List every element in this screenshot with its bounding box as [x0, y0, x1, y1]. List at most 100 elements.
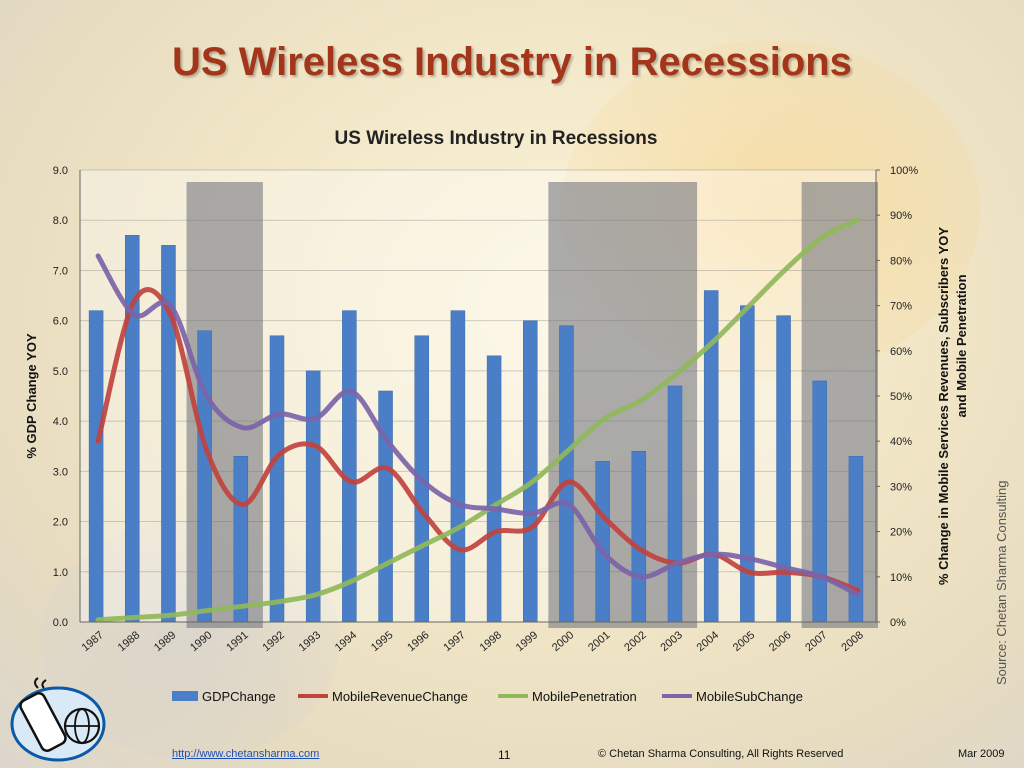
- point-mobilepenetration: [313, 593, 317, 597]
- point-mobilepenetration: [639, 399, 643, 402]
- x-tick-label: 1988: [116, 629, 142, 654]
- x-tick-label: 2002: [622, 629, 648, 654]
- slide-title: US Wireless Industry in Recessions: [172, 40, 852, 84]
- page-number: 11: [498, 748, 511, 762]
- footer-link[interactable]: http://www.chetansharma.com: [172, 748, 320, 760]
- point-mobilesubchange: [675, 562, 679, 565]
- point-mobilepenetration: [856, 218, 860, 221]
- x-tick-label: 2004: [695, 629, 721, 654]
- x-tick-label: 2003: [658, 629, 684, 654]
- legend-swatch-gdpchange: [172, 691, 198, 701]
- point-mobilesubchange: [711, 553, 715, 556]
- left-tick-label: 3.0: [53, 466, 68, 478]
- point-mobilesubchange: [422, 480, 425, 484]
- point-mobilerevenuechange: [531, 525, 534, 529]
- legend-label-mobilerevenuechange: MobileRevenueChange: [332, 689, 468, 704]
- x-tick-label: 1993: [297, 629, 323, 654]
- point-mobilerevenuechange: [494, 530, 498, 533]
- point-mobilepenetration: [603, 417, 606, 420]
- point-mobilerevenuechange: [603, 516, 606, 520]
- bar-gdpchange: [378, 390, 393, 623]
- left-tick-label: 6.0: [53, 316, 68, 328]
- bar-gdpchange: [523, 320, 538, 623]
- point-mobilerevenuechange: [241, 503, 245, 506]
- point-mobilesubchange: [567, 503, 570, 506]
- point-mobilesubchange: [350, 390, 353, 393]
- point-mobilepenetration: [711, 340, 715, 343]
- left-tick-label: 4.0: [53, 416, 68, 428]
- point-mobilepenetration: [458, 525, 462, 529]
- point-mobilepenetration: [494, 503, 498, 506]
- line-mobilepenetration: [95, 217, 861, 623]
- point-mobilepenetration: [96, 618, 100, 621]
- legend-label-gdpchange: GDPChange: [202, 689, 276, 704]
- right-tick-label: 70%: [890, 301, 912, 313]
- bar-gdpchange: [342, 310, 357, 623]
- point-mobilerevenuechange: [313, 444, 317, 447]
- point-mobilerevenuechange: [748, 571, 751, 574]
- bar-gdpchange: [559, 325, 574, 623]
- x-tick-label: 2005: [731, 629, 757, 654]
- point-mobilerevenuechange: [856, 589, 860, 592]
- left-tick-label: 0.0: [53, 617, 68, 629]
- footer-date: Mar 2009: [958, 748, 1005, 760]
- x-tick-label: 2000: [550, 629, 576, 654]
- bar-gdpchange: [812, 380, 827, 623]
- point-mobilerevenuechange: [386, 467, 389, 470]
- bar-gdpchange: [88, 310, 104, 623]
- point-mobilesubchange: [277, 412, 281, 416]
- point-mobilerevenuechange: [277, 453, 281, 456]
- point-mobilesubchange: [639, 575, 643, 578]
- left-tick-label: 9.0: [53, 165, 68, 177]
- x-tick-label: 1987: [80, 629, 106, 654]
- x-tick-label: 2007: [803, 629, 829, 654]
- x-tick-label: 1999: [514, 629, 540, 654]
- point-mobilesubchange: [603, 553, 606, 556]
- point-mobilerevenuechange: [422, 512, 425, 515]
- x-tick-label: 2001: [586, 629, 612, 654]
- x-tick-label: 1994: [333, 629, 359, 654]
- point-mobilerevenuechange: [350, 480, 353, 484]
- point-mobilesubchange: [531, 512, 534, 515]
- copyright-text: © Chetan Sharma Consulting, All Rights R…: [598, 748, 844, 760]
- left-tick-label: 7.0: [53, 265, 68, 277]
- point-mobilepenetration: [820, 236, 823, 239]
- point-mobilesubchange: [784, 566, 787, 569]
- point-mobilerevenuechange: [567, 480, 570, 484]
- bar-gdpchange: [631, 450, 647, 623]
- right-tick-label: 80%: [890, 255, 912, 267]
- point-mobilerevenuechange: [205, 449, 208, 452]
- point-mobilesubchange: [313, 417, 317, 420]
- point-mobilerevenuechange: [639, 548, 643, 551]
- point-mobilepenetration: [531, 480, 534, 484]
- point-mobilepenetration: [784, 268, 787, 271]
- legend-label-mobilepenetration: MobilePenetration: [532, 689, 637, 704]
- left-tick-label: 1.0: [53, 567, 68, 579]
- point-mobilepenetration: [169, 614, 172, 617]
- point-mobilepenetration: [277, 600, 281, 603]
- left-tick-label: 5.0: [53, 366, 68, 378]
- phone-globe-logo-icon: [10, 677, 106, 762]
- x-tick-label: 1989: [152, 629, 178, 654]
- point-mobilepenetration: [386, 562, 389, 565]
- right-tick-label: 30%: [890, 481, 912, 493]
- point-mobilepenetration: [567, 449, 570, 452]
- right-tick-label: 50%: [890, 391, 912, 403]
- right-tick-label: 100%: [890, 165, 918, 177]
- point-mobilesubchange: [96, 254, 100, 258]
- x-tick-label: 1991: [224, 629, 250, 654]
- chart-title: US Wireless Industry in Recessions: [335, 128, 658, 149]
- right-tick-label: 20%: [890, 527, 912, 539]
- bar-gdpchange: [269, 335, 285, 623]
- x-tick-label: 2006: [767, 629, 793, 654]
- x-tick-label: 1992: [260, 629, 286, 654]
- point-mobilepenetration: [133, 616, 136, 619]
- point-mobilesubchange: [494, 507, 498, 511]
- point-mobilesubchange: [205, 394, 208, 398]
- point-mobilesubchange: [241, 426, 245, 429]
- x-tick-label: 1995: [369, 629, 395, 654]
- right-tick-label: 40%: [890, 436, 912, 448]
- source-note: Source: Chetan Sharma Consulting: [994, 480, 1009, 685]
- point-mobilerevenuechange: [96, 440, 100, 443]
- point-mobilesubchange: [820, 575, 823, 578]
